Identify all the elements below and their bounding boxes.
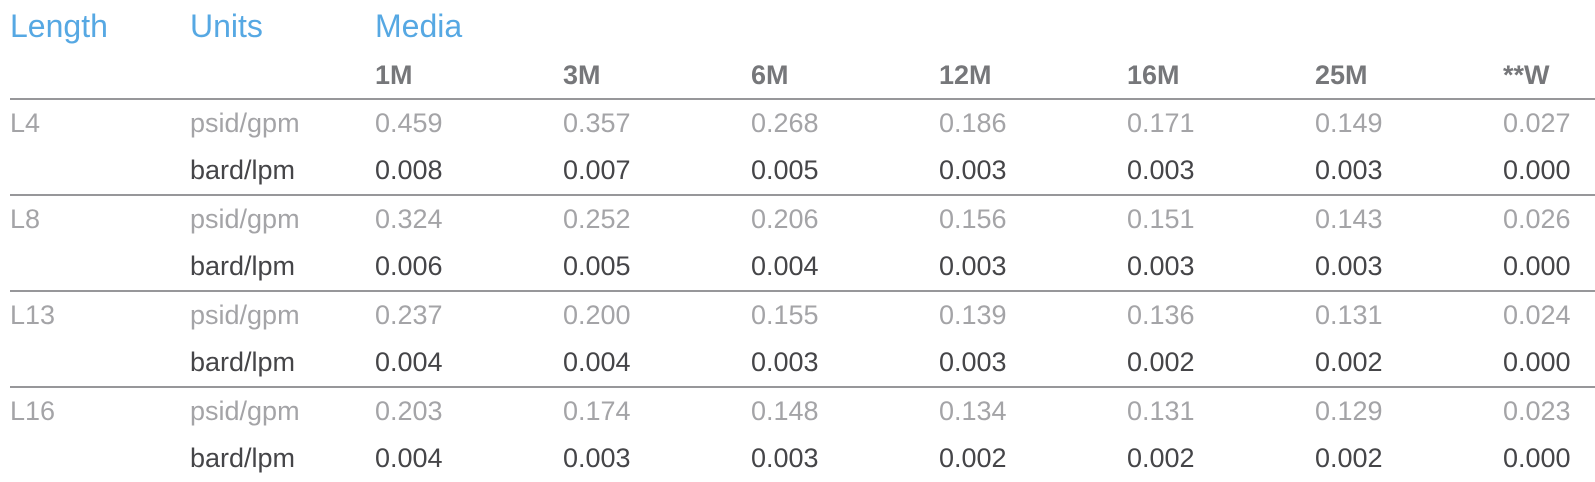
media-group-header: Media: [375, 7, 463, 44]
value-cell: 0.026: [1503, 204, 1571, 234]
value-cell: 0.186: [939, 108, 1007, 138]
value-cell: 0.024: [1503, 300, 1571, 330]
media-column-header-6m: 6M: [751, 59, 789, 90]
value-cell: 0.136: [1127, 300, 1195, 330]
length-group-header: Length: [10, 7, 108, 44]
value-cell: 0.003: [1127, 251, 1195, 281]
value-cell: 0.148: [751, 396, 819, 426]
value-cell: 0.203: [375, 396, 443, 426]
value-cell: 0.252: [563, 204, 631, 234]
value-cell: 0.002: [1127, 347, 1195, 377]
value-cell: 0.008: [375, 155, 443, 185]
value-cell: 0.149: [1315, 108, 1383, 138]
units-group-header: Units: [190, 7, 263, 44]
table-row: L4 psid/gpm 0.459 0.357 0.268 0.186 0.17…: [10, 99, 1595, 147]
value-cell: 0.004: [375, 443, 443, 473]
length-cell: L13: [10, 300, 56, 330]
length-cell: [10, 339, 190, 387]
value-cell: 0.003: [939, 155, 1007, 185]
units-cell: bard/lpm: [190, 443, 296, 473]
length-cell: [10, 243, 190, 291]
value-cell: 0.143: [1315, 204, 1383, 234]
value-cell: 0.002: [1127, 443, 1195, 473]
media-column-header-16m: 16M: [1127, 59, 1180, 90]
value-cell: 0.171: [1127, 108, 1195, 138]
units-cell: psid/gpm: [190, 108, 300, 138]
value-cell: 0.003: [939, 347, 1007, 377]
media-columns-row: 1M 3M 6M 12M 16M 25M **W: [10, 52, 1595, 99]
spacer-cell: [190, 52, 375, 99]
table-row: bard/lpm 0.004 0.004 0.003 0.003 0.002 0…: [10, 339, 1595, 387]
value-cell: 0.003: [751, 347, 819, 377]
value-cell: 0.000: [1503, 347, 1571, 377]
length-cell: [10, 147, 190, 195]
units-cell: psid/gpm: [190, 204, 300, 234]
media-column-header-1m: 1M: [375, 59, 413, 90]
units-cell: bard/lpm: [190, 155, 296, 185]
value-cell: 0.002: [939, 443, 1007, 473]
value-cell: 0.027: [1503, 108, 1571, 138]
value-cell: 0.237: [375, 300, 443, 330]
table-row: L13 psid/gpm 0.237 0.200 0.155 0.139 0.1…: [10, 291, 1595, 339]
value-cell: 0.005: [563, 251, 631, 281]
table-row: bard/lpm 0.006 0.005 0.004 0.003 0.003 0…: [10, 243, 1595, 291]
group-header-row: Length Units Media: [10, 0, 1595, 52]
length-cell: L16: [10, 396, 56, 426]
value-cell: 0.131: [1315, 300, 1383, 330]
value-cell: 0.003: [939, 251, 1007, 281]
value-cell: 0.000: [1503, 443, 1571, 473]
units-cell: psid/gpm: [190, 396, 300, 426]
length-cell: L4: [10, 108, 41, 138]
value-cell: 0.268: [751, 108, 819, 138]
value-cell: 0.004: [375, 347, 443, 377]
spacer-cell: [10, 52, 190, 99]
value-cell: 0.200: [563, 300, 631, 330]
value-cell: 0.004: [751, 251, 819, 281]
value-cell: 0.003: [1315, 251, 1383, 281]
value-cell: 0.174: [563, 396, 631, 426]
table-row: L8 psid/gpm 0.324 0.252 0.206 0.156 0.15…: [10, 195, 1595, 243]
value-cell: 0.206: [751, 204, 819, 234]
value-cell: 0.357: [563, 108, 631, 138]
value-cell: 0.134: [939, 396, 1007, 426]
value-cell: 0.324: [375, 204, 443, 234]
value-cell: 0.002: [1315, 347, 1383, 377]
media-column-header-25m: 25M: [1315, 59, 1368, 90]
value-cell: 0.002: [1315, 443, 1383, 473]
units-cell: bard/lpm: [190, 251, 296, 281]
value-cell: 0.005: [751, 155, 819, 185]
media-column-header-w: **W: [1503, 59, 1550, 90]
length-group-l16: L16 psid/gpm 0.203 0.174 0.148 0.134 0.1…: [10, 387, 1595, 482]
value-cell: 0.003: [1127, 155, 1195, 185]
length-group-l4: L4 psid/gpm 0.459 0.357 0.268 0.186 0.17…: [10, 99, 1595, 195]
value-cell: 0.000: [1503, 155, 1571, 185]
table-row: bard/lpm 0.004 0.003 0.003 0.002 0.002 0…: [10, 435, 1595, 482]
pressure-drop-table: Length Units Media 1M 3M 6M 12M 16M 25M …: [10, 0, 1595, 482]
length-cell: L8: [10, 204, 41, 234]
value-cell: 0.003: [563, 443, 631, 473]
value-cell: 0.131: [1127, 396, 1195, 426]
value-cell: 0.023: [1503, 396, 1571, 426]
value-cell: 0.003: [1315, 155, 1383, 185]
value-cell: 0.004: [563, 347, 631, 377]
media-column-header-12m: 12M: [939, 59, 992, 90]
units-cell: bard/lpm: [190, 347, 296, 377]
value-cell: 0.129: [1315, 396, 1383, 426]
length-group-l8: L8 psid/gpm 0.324 0.252 0.206 0.156 0.15…: [10, 195, 1595, 291]
length-group-l13: L13 psid/gpm 0.237 0.200 0.155 0.139 0.1…: [10, 291, 1595, 387]
value-cell: 0.003: [751, 443, 819, 473]
value-cell: 0.006: [375, 251, 443, 281]
value-cell: 0.007: [563, 155, 631, 185]
value-cell: 0.155: [751, 300, 819, 330]
table-row: bard/lpm 0.008 0.007 0.005 0.003 0.003 0…: [10, 147, 1595, 195]
units-cell: psid/gpm: [190, 300, 300, 330]
value-cell: 0.139: [939, 300, 1007, 330]
value-cell: 0.459: [375, 108, 443, 138]
value-cell: 0.151: [1127, 204, 1195, 234]
value-cell: 0.156: [939, 204, 1007, 234]
value-cell: 0.000: [1503, 251, 1571, 281]
media-column-header-3m: 3M: [563, 59, 601, 90]
table-row: L16 psid/gpm 0.203 0.174 0.148 0.134 0.1…: [10, 387, 1595, 435]
